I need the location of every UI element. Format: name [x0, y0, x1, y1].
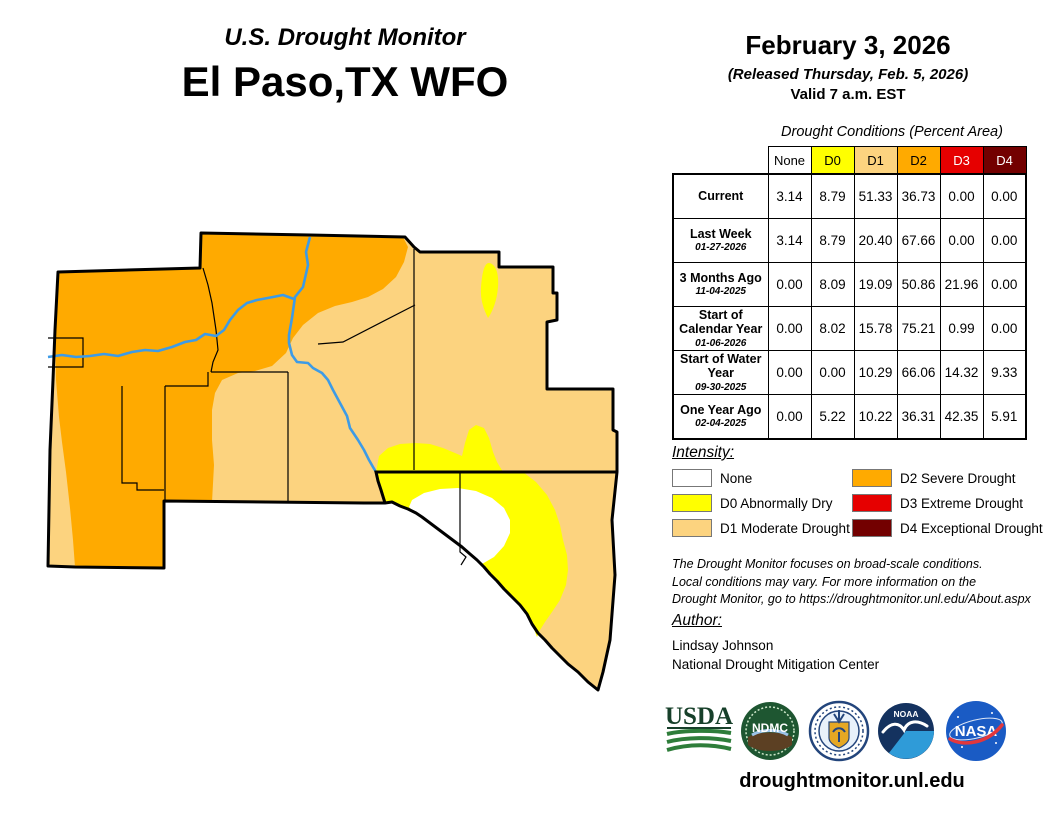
disclaimer-text: The Drought Monitor focuses on broad-sca…: [672, 556, 1052, 609]
d4-swatch: [852, 519, 892, 537]
legend-heading: Intensity:: [672, 444, 735, 461]
wfo-outer-border: [46, 231, 619, 692]
col-header-d2: D2: [896, 146, 941, 175]
drought-conditions-table: None D0 D1 D2 D3 D4 Current 3.14 8.79 51…: [672, 146, 1027, 440]
usda-logo: USDA: [665, 703, 733, 752]
table-row: Last Week 01-27-2026 3.14 8.79 20.40 67.6…: [672, 218, 1027, 263]
svg-text:NASA: NASA: [955, 723, 998, 740]
table-caption: Drought Conditions (Percent Area): [781, 124, 1003, 140]
legend-item-none: None: [672, 469, 752, 487]
row-date: 01-27-2026: [695, 242, 747, 254]
drought-map: [46, 231, 619, 692]
table-corner-cell: [673, 146, 768, 174]
state-border-line: [374, 470, 617, 504]
row-label: Current: [672, 173, 769, 219]
legend-item-d3: D3 Extreme Drought: [852, 494, 1023, 512]
d1-swatch: [672, 519, 712, 537]
d3-swatch: [852, 494, 892, 512]
about-link[interactable]: Drought Monitor, go to https://droughtmo…: [672, 592, 1031, 606]
col-header-d4: D4: [982, 146, 1027, 175]
col-header-d1: D1: [853, 146, 898, 175]
nasa-logo: NASA: [946, 701, 1006, 761]
legend-item-d0: D0 Abnormally Dry: [672, 494, 833, 512]
none-swatch: [672, 469, 712, 487]
row-date: 02-04-2025: [695, 418, 747, 430]
d0-oval-region: [480, 263, 499, 318]
d2-swatch: [852, 469, 892, 487]
legend-item-d4: D4 Exceptional Drought: [852, 519, 1043, 537]
svg-text:USDA: USDA: [665, 703, 733, 730]
svg-text:NDMC: NDMC: [752, 721, 788, 735]
author-name: Lindsay Johnson: [672, 638, 774, 653]
row-label: Last Week 01-27-2026: [672, 218, 769, 263]
col-header-d3: D3: [939, 146, 984, 175]
ndmc-logo: NDMC: [741, 702, 799, 760]
table-row: Start of Calendar Year 01-06-2026 0.00 8.…: [672, 306, 1027, 351]
row-label: Start of Water Year 09-30-2025: [672, 350, 769, 395]
col-header-d0: D0: [810, 146, 855, 175]
author-heading: Author:: [672, 612, 722, 629]
col-header-none: None: [767, 146, 812, 175]
d2-severe-drought-region: [55, 233, 408, 568]
report-supertitle: U.S. Drought Monitor: [224, 24, 466, 51]
site-url-link[interactable]: droughtmonitor.unl.edu: [739, 770, 965, 792]
map-date: February 3, 2026: [745, 30, 951, 60]
row-label: One Year Ago 02-04-2025: [672, 394, 769, 440]
valid-time: Valid 7 a.m. EST: [790, 86, 906, 103]
row-date: 11-04-2025: [695, 286, 746, 298]
noaa-logo: NOAA: [878, 703, 934, 759]
row-date: 01-06-2026: [695, 337, 747, 349]
table-row: One Year Ago 02-04-2025 0.00 5.22 10.22 3…: [672, 394, 1027, 440]
svg-text:NOAA: NOAA: [893, 709, 918, 719]
title-block: U.S. Drought Monitor El Paso,TX WFO: [110, 24, 580, 106]
row-date: 09-30-2025: [695, 381, 747, 393]
table-row: Start of Water Year 09-30-2025 0.00 0.00 …: [672, 350, 1027, 395]
date-block: February 3, 2026 (Released Thursday, Feb…: [668, 30, 1028, 103]
rio-grande-river: [287, 236, 378, 473]
county-lines: [48, 249, 467, 566]
page-title: El Paso,TX WFO: [181, 58, 509, 105]
author-organization: National Drought Mitigation Center: [672, 657, 880, 672]
table-row: 3 Months Ago 11-04-2025 0.00 8.09 19.09 5…: [672, 262, 1027, 307]
row-label: 3 Months Ago 11-04-2025: [672, 262, 769, 307]
row-label: Start of Calendar Year 01-06-2026: [672, 306, 769, 351]
legend-item-d1: D1 Moderate Drought: [672, 519, 850, 537]
doi-logo: [808, 700, 870, 762]
legend-item-d2: D2 Severe Drought: [852, 469, 1016, 487]
released-date: (Released Thursday, Feb. 5, 2026): [727, 66, 969, 83]
d0-swatch: [672, 494, 712, 512]
gila-river: [47, 293, 295, 359]
table-header-row: None D0 D1 D2 D3 D4: [673, 146, 1027, 175]
table-row: Current 3.14 8.79 51.33 36.73 0.00 0.00: [672, 173, 1027, 219]
